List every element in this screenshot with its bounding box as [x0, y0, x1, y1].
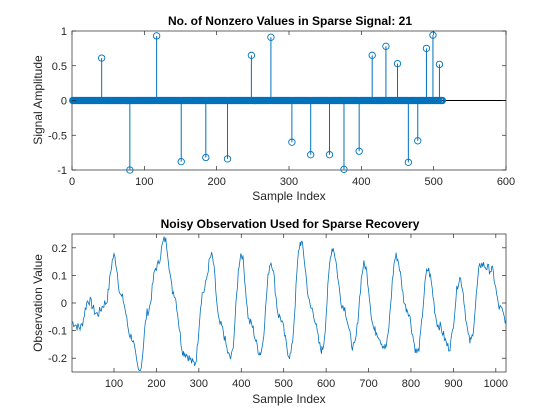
chart-title: Noisy Observation Used for Sparse Recove… — [161, 217, 420, 231]
stem-marker — [414, 137, 422, 145]
plot-area — [71, 233, 507, 373]
x-tick-label: 400 — [232, 378, 250, 390]
x-tick-label: 100 — [105, 378, 123, 390]
chart-title: No. of Nonzero Values in Sparse Signal: … — [168, 14, 412, 28]
x-axis-label: Sample Index — [252, 189, 325, 203]
stem-marker — [355, 147, 363, 155]
x-tick-label: 500 — [424, 176, 442, 188]
stem-marker — [247, 51, 256, 59]
stem-marker — [422, 44, 431, 53]
stem-marker — [307, 151, 315, 159]
x-tick-label: 300 — [190, 378, 208, 390]
x-tick-label: 200 — [147, 378, 165, 390]
stem-marker — [177, 158, 185, 166]
stem-marker — [429, 31, 437, 39]
y-tick-label: 1 — [61, 26, 67, 38]
y-tick-label: -0.1 — [48, 326, 67, 338]
x-tick-label: 0 — [69, 176, 75, 188]
x-axis-label: Sample Index — [252, 392, 325, 406]
noisy-observation-chart: Noisy Observation Used for Sparse Recove… — [31, 217, 508, 406]
y-axis-label: Observation Value — [31, 254, 45, 352]
stem-marker — [393, 60, 402, 68]
stem-marker — [223, 155, 232, 163]
y-tick-label: -0.5 — [48, 130, 67, 142]
stem-marker — [98, 54, 106, 62]
x-tick-label: 600 — [317, 378, 335, 390]
stem-marker — [267, 33, 275, 41]
y-tick-label: -1 — [57, 165, 67, 177]
x-tick-label: 200 — [207, 176, 225, 188]
stem-marker — [435, 60, 444, 69]
y-tick-label: -0.2 — [48, 353, 67, 365]
sparse-signal-chart: No. of Nonzero Values in Sparse Signal: … — [31, 14, 515, 203]
y-tick-label: 0 — [61, 298, 67, 310]
x-tick-label: 800 — [402, 378, 420, 390]
stem-marker — [404, 158, 412, 167]
stem-marker — [288, 138, 296, 146]
stem-marker — [368, 51, 376, 59]
x-tick-label: 700 — [359, 378, 377, 390]
x-tick-label: 500 — [275, 378, 293, 390]
y-tick-label: 0.1 — [52, 270, 67, 282]
stem-marker — [325, 151, 334, 159]
y-axis-label: Signal Amplitude — [31, 55, 45, 145]
stem-marker — [126, 166, 134, 174]
x-tick-label: 300 — [280, 176, 298, 188]
stem-marker — [202, 153, 210, 162]
x-tick-label: 400 — [352, 176, 370, 188]
stem-marker — [340, 165, 348, 173]
x-tick-label: 1000 — [484, 378, 508, 390]
stem-marker — [382, 42, 390, 50]
x-tick-label: 900 — [444, 378, 462, 390]
stem-marker — [152, 32, 161, 40]
x-tick-label: 600 — [497, 176, 515, 188]
observation-line — [71, 236, 507, 372]
y-tick-label: 0.5 — [52, 61, 67, 73]
x-tick-label: 100 — [135, 176, 153, 188]
y-tick-label: 0.2 — [52, 243, 67, 255]
y-tick-label: 0 — [61, 96, 67, 108]
